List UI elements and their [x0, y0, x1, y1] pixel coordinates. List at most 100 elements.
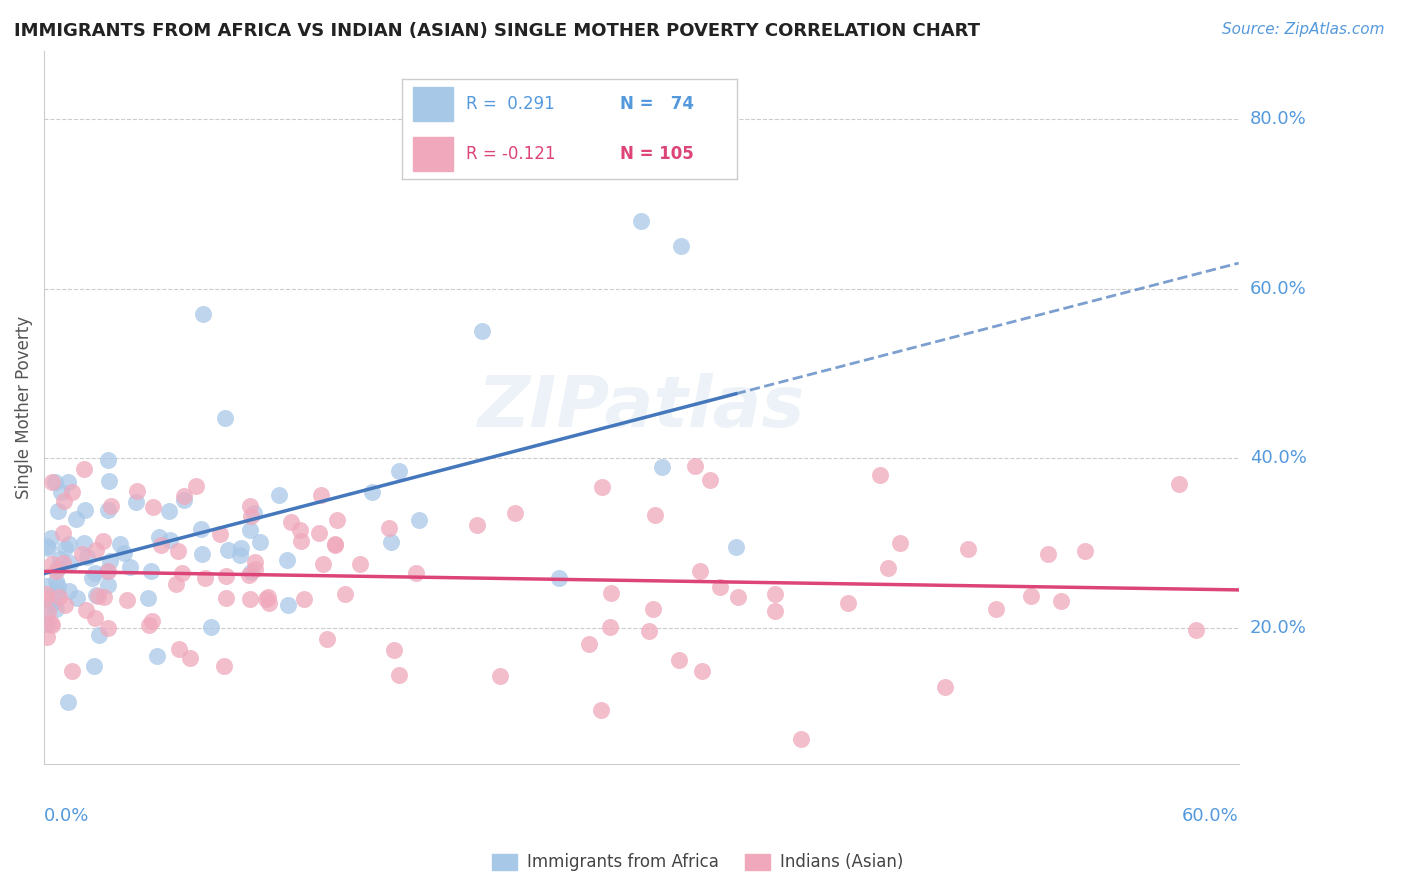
Point: [408, 513, 430, 527]
Text: IMMIGRANTS FROM AFRICA VS INDIAN (ASIAN) SINGLE MOTHER POVERTY CORRELATION CHART: IMMIGRANTS FROM AFRICA VS INDIAN (ASIAN)…: [14, 22, 980, 40]
Point: [238, 567, 260, 582]
Point: [70, 547, 93, 561]
Point: [547, 571, 569, 585]
Point: [208, 526, 231, 541]
Point: [1036, 547, 1059, 561]
Point: [239, 592, 262, 607]
Point: [46, 504, 69, 518]
Point: [60, 485, 83, 500]
Point: [316, 632, 339, 646]
Point: [243, 506, 266, 520]
Point: [288, 523, 311, 537]
Point: [690, 664, 713, 678]
Point: [323, 537, 346, 551]
Point: [668, 653, 690, 667]
Point: [136, 591, 159, 605]
Point: [37, 539, 59, 553]
Point: [465, 517, 488, 532]
Point: [388, 668, 411, 682]
Point: [150, 538, 173, 552]
Point: [148, 530, 170, 544]
Point: [323, 538, 346, 552]
Point: [384, 642, 406, 657]
Point: [42, 594, 65, 608]
Point: [239, 523, 262, 537]
Point: [138, 617, 160, 632]
Point: [45, 574, 67, 588]
Text: 40.0%: 40.0%: [1250, 450, 1306, 467]
Point: [489, 668, 512, 682]
Point: [683, 459, 706, 474]
Point: [599, 620, 621, 634]
Point: [215, 591, 238, 605]
Point: [228, 549, 250, 563]
Point: [214, 411, 236, 425]
Y-axis label: Single Mother Poverty: Single Mother Poverty: [15, 316, 32, 499]
Point: [290, 534, 312, 549]
Point: [35, 616, 58, 631]
Point: [73, 462, 96, 476]
Point: [837, 596, 859, 610]
Point: [889, 536, 911, 550]
Point: [876, 561, 898, 575]
Point: [699, 473, 721, 487]
Point: [83, 658, 105, 673]
Point: [191, 547, 214, 561]
Point: [589, 703, 612, 717]
Point: [48, 579, 70, 593]
Point: [240, 508, 263, 523]
Point: [984, 601, 1007, 615]
Point: [125, 483, 148, 498]
Text: 60.0%: 60.0%: [1250, 279, 1306, 298]
Point: [689, 564, 711, 578]
Point: [65, 512, 87, 526]
Point: [35, 579, 58, 593]
Point: [591, 481, 613, 495]
Point: [239, 500, 262, 514]
Point: [159, 533, 181, 547]
Point: [503, 506, 526, 520]
Point: [87, 589, 110, 603]
Point: [84, 542, 107, 557]
Point: [58, 584, 80, 599]
Point: [1019, 589, 1042, 603]
Point: [651, 459, 673, 474]
Point: [45, 601, 67, 615]
Point: [641, 601, 664, 615]
Point: [267, 488, 290, 502]
Point: [97, 452, 120, 467]
Point: [724, 541, 747, 555]
Point: [280, 516, 302, 530]
Point: [52, 526, 75, 541]
Point: [217, 542, 239, 557]
Point: [179, 651, 201, 665]
Point: [35, 630, 58, 644]
Point: [97, 622, 120, 636]
Point: [84, 588, 107, 602]
Point: [49, 485, 72, 500]
Point: [39, 531, 62, 545]
Point: [93, 590, 115, 604]
Text: 80.0%: 80.0%: [1250, 110, 1306, 128]
Point: [73, 503, 96, 517]
Point: [292, 592, 315, 607]
Point: [229, 541, 252, 555]
Point: [59, 556, 82, 570]
Point: [325, 513, 347, 527]
Point: [349, 557, 371, 571]
Point: [789, 731, 811, 746]
Point: [41, 617, 63, 632]
Point: [141, 564, 163, 578]
Point: [37, 606, 59, 620]
Text: 0.0%: 0.0%: [44, 807, 90, 825]
Point: [249, 534, 271, 549]
Point: [97, 564, 120, 578]
Point: [146, 648, 169, 663]
Point: [41, 475, 63, 489]
Text: 60.0%: 60.0%: [1182, 807, 1239, 825]
Point: [118, 560, 141, 574]
Point: [58, 537, 80, 551]
Point: [200, 620, 222, 634]
Point: [243, 561, 266, 575]
Point: [108, 537, 131, 551]
